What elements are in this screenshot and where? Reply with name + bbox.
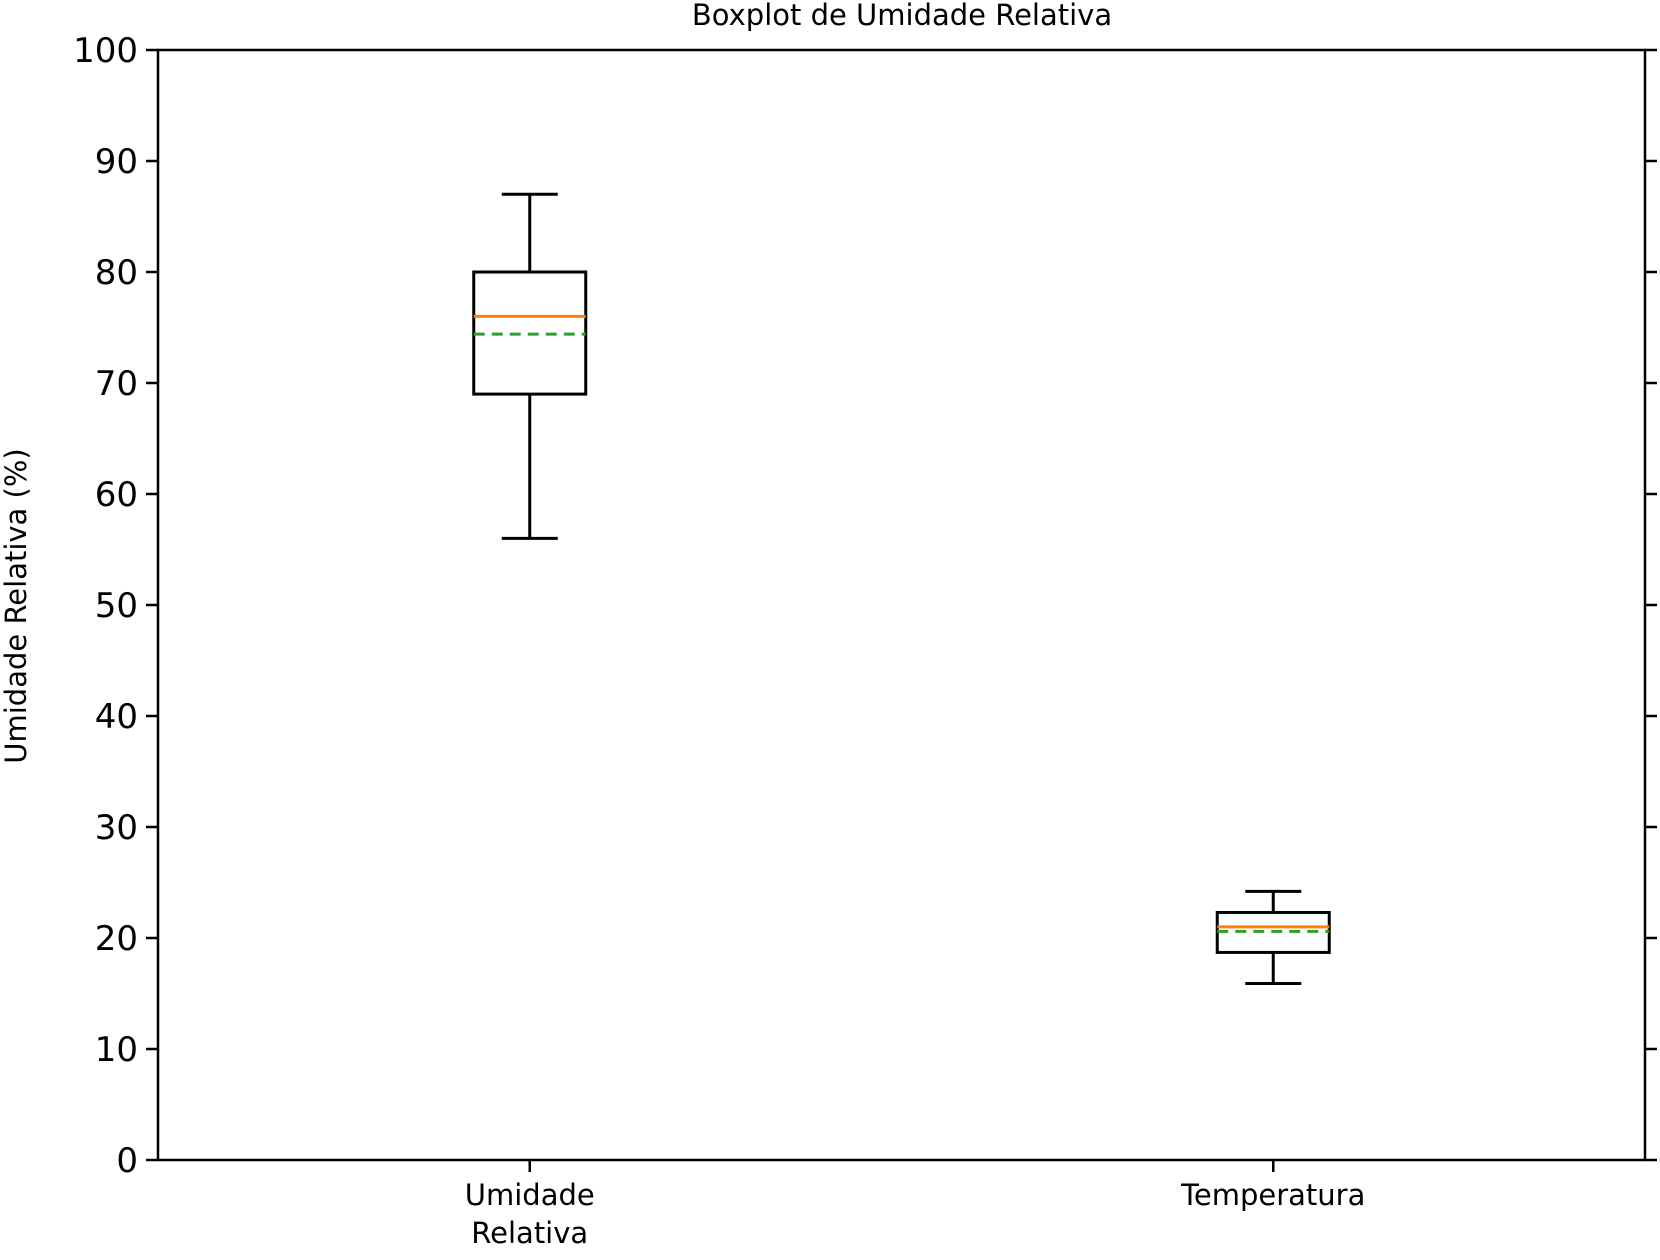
x-tick-label: Umidade <box>465 1178 595 1212</box>
axes-frame <box>156 48 1647 1162</box>
y-axis-label: Umidade Relativa (%) <box>0 448 33 763</box>
y-tick-label: 80 <box>95 253 138 293</box>
y-tick-label: 30 <box>95 808 138 848</box>
y-tick-label: 10 <box>95 1030 138 1070</box>
y-tick-label: 90 <box>95 142 138 182</box>
y-tick-label: 50 <box>95 586 138 626</box>
y-tick-label: 40 <box>95 697 138 737</box>
y-tick-label: 20 <box>95 919 138 959</box>
y-tick-label: 70 <box>95 364 138 404</box>
x-tick-label: Relativa <box>471 1216 588 1250</box>
plot-area: 0 10 20 30 40 50 60 70 80 90 100 Umidade Relativa Tem… <box>73 31 1657 1250</box>
x-tick-label: Temperatura <box>1180 1178 1365 1212</box>
y-tick-label: 0 <box>116 1141 138 1181</box>
chart-title: Boxplot de Umidade Relativa <box>692 0 1112 32</box>
y-tick-label: 60 <box>95 475 138 515</box>
y-tick-label: 100 <box>73 31 138 71</box>
